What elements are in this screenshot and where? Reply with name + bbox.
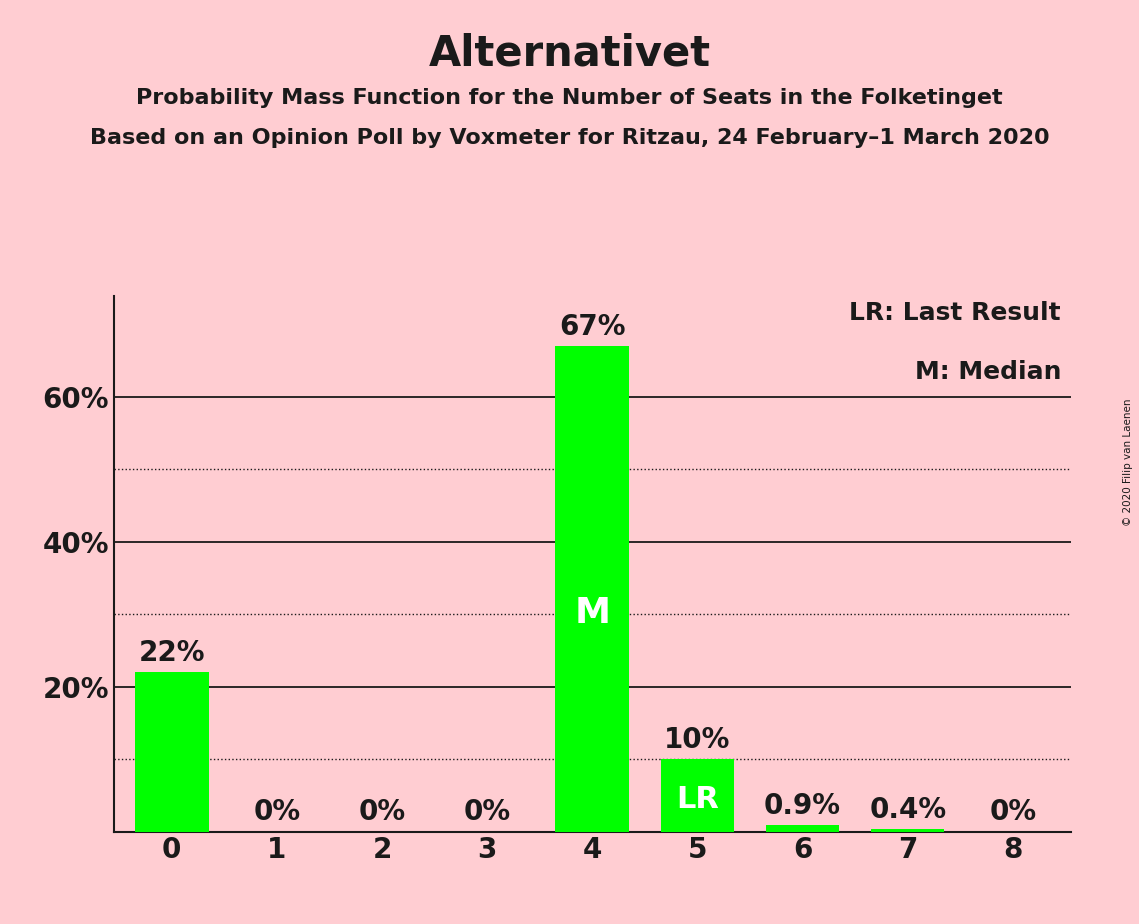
Text: © 2020 Filip van Laenen: © 2020 Filip van Laenen — [1123, 398, 1133, 526]
Text: 0.9%: 0.9% — [764, 792, 841, 820]
Text: 67%: 67% — [559, 313, 625, 341]
Bar — [871, 829, 944, 832]
Text: 0%: 0% — [464, 797, 510, 826]
Text: LR: LR — [675, 784, 719, 813]
Text: M: Median: M: Median — [915, 360, 1062, 384]
Text: Based on an Opinion Poll by Voxmeter for Ritzau, 24 February–1 March 2020: Based on an Opinion Poll by Voxmeter for… — [90, 128, 1049, 148]
Text: LR: Last Result: LR: Last Result — [850, 301, 1062, 325]
Text: 0%: 0% — [359, 797, 405, 826]
Bar — [134, 673, 208, 832]
Bar — [765, 825, 839, 832]
Bar — [661, 760, 735, 832]
Text: 22%: 22% — [139, 639, 205, 667]
Text: 0%: 0% — [253, 797, 301, 826]
Text: M: M — [574, 596, 611, 630]
Text: 0.4%: 0.4% — [869, 796, 947, 823]
Text: Alternativet: Alternativet — [428, 32, 711, 74]
Text: Probability Mass Function for the Number of Seats in the Folketinget: Probability Mass Function for the Number… — [137, 88, 1002, 108]
Bar — [556, 346, 629, 832]
Text: 10%: 10% — [664, 726, 730, 754]
Text: 0%: 0% — [990, 797, 1036, 826]
